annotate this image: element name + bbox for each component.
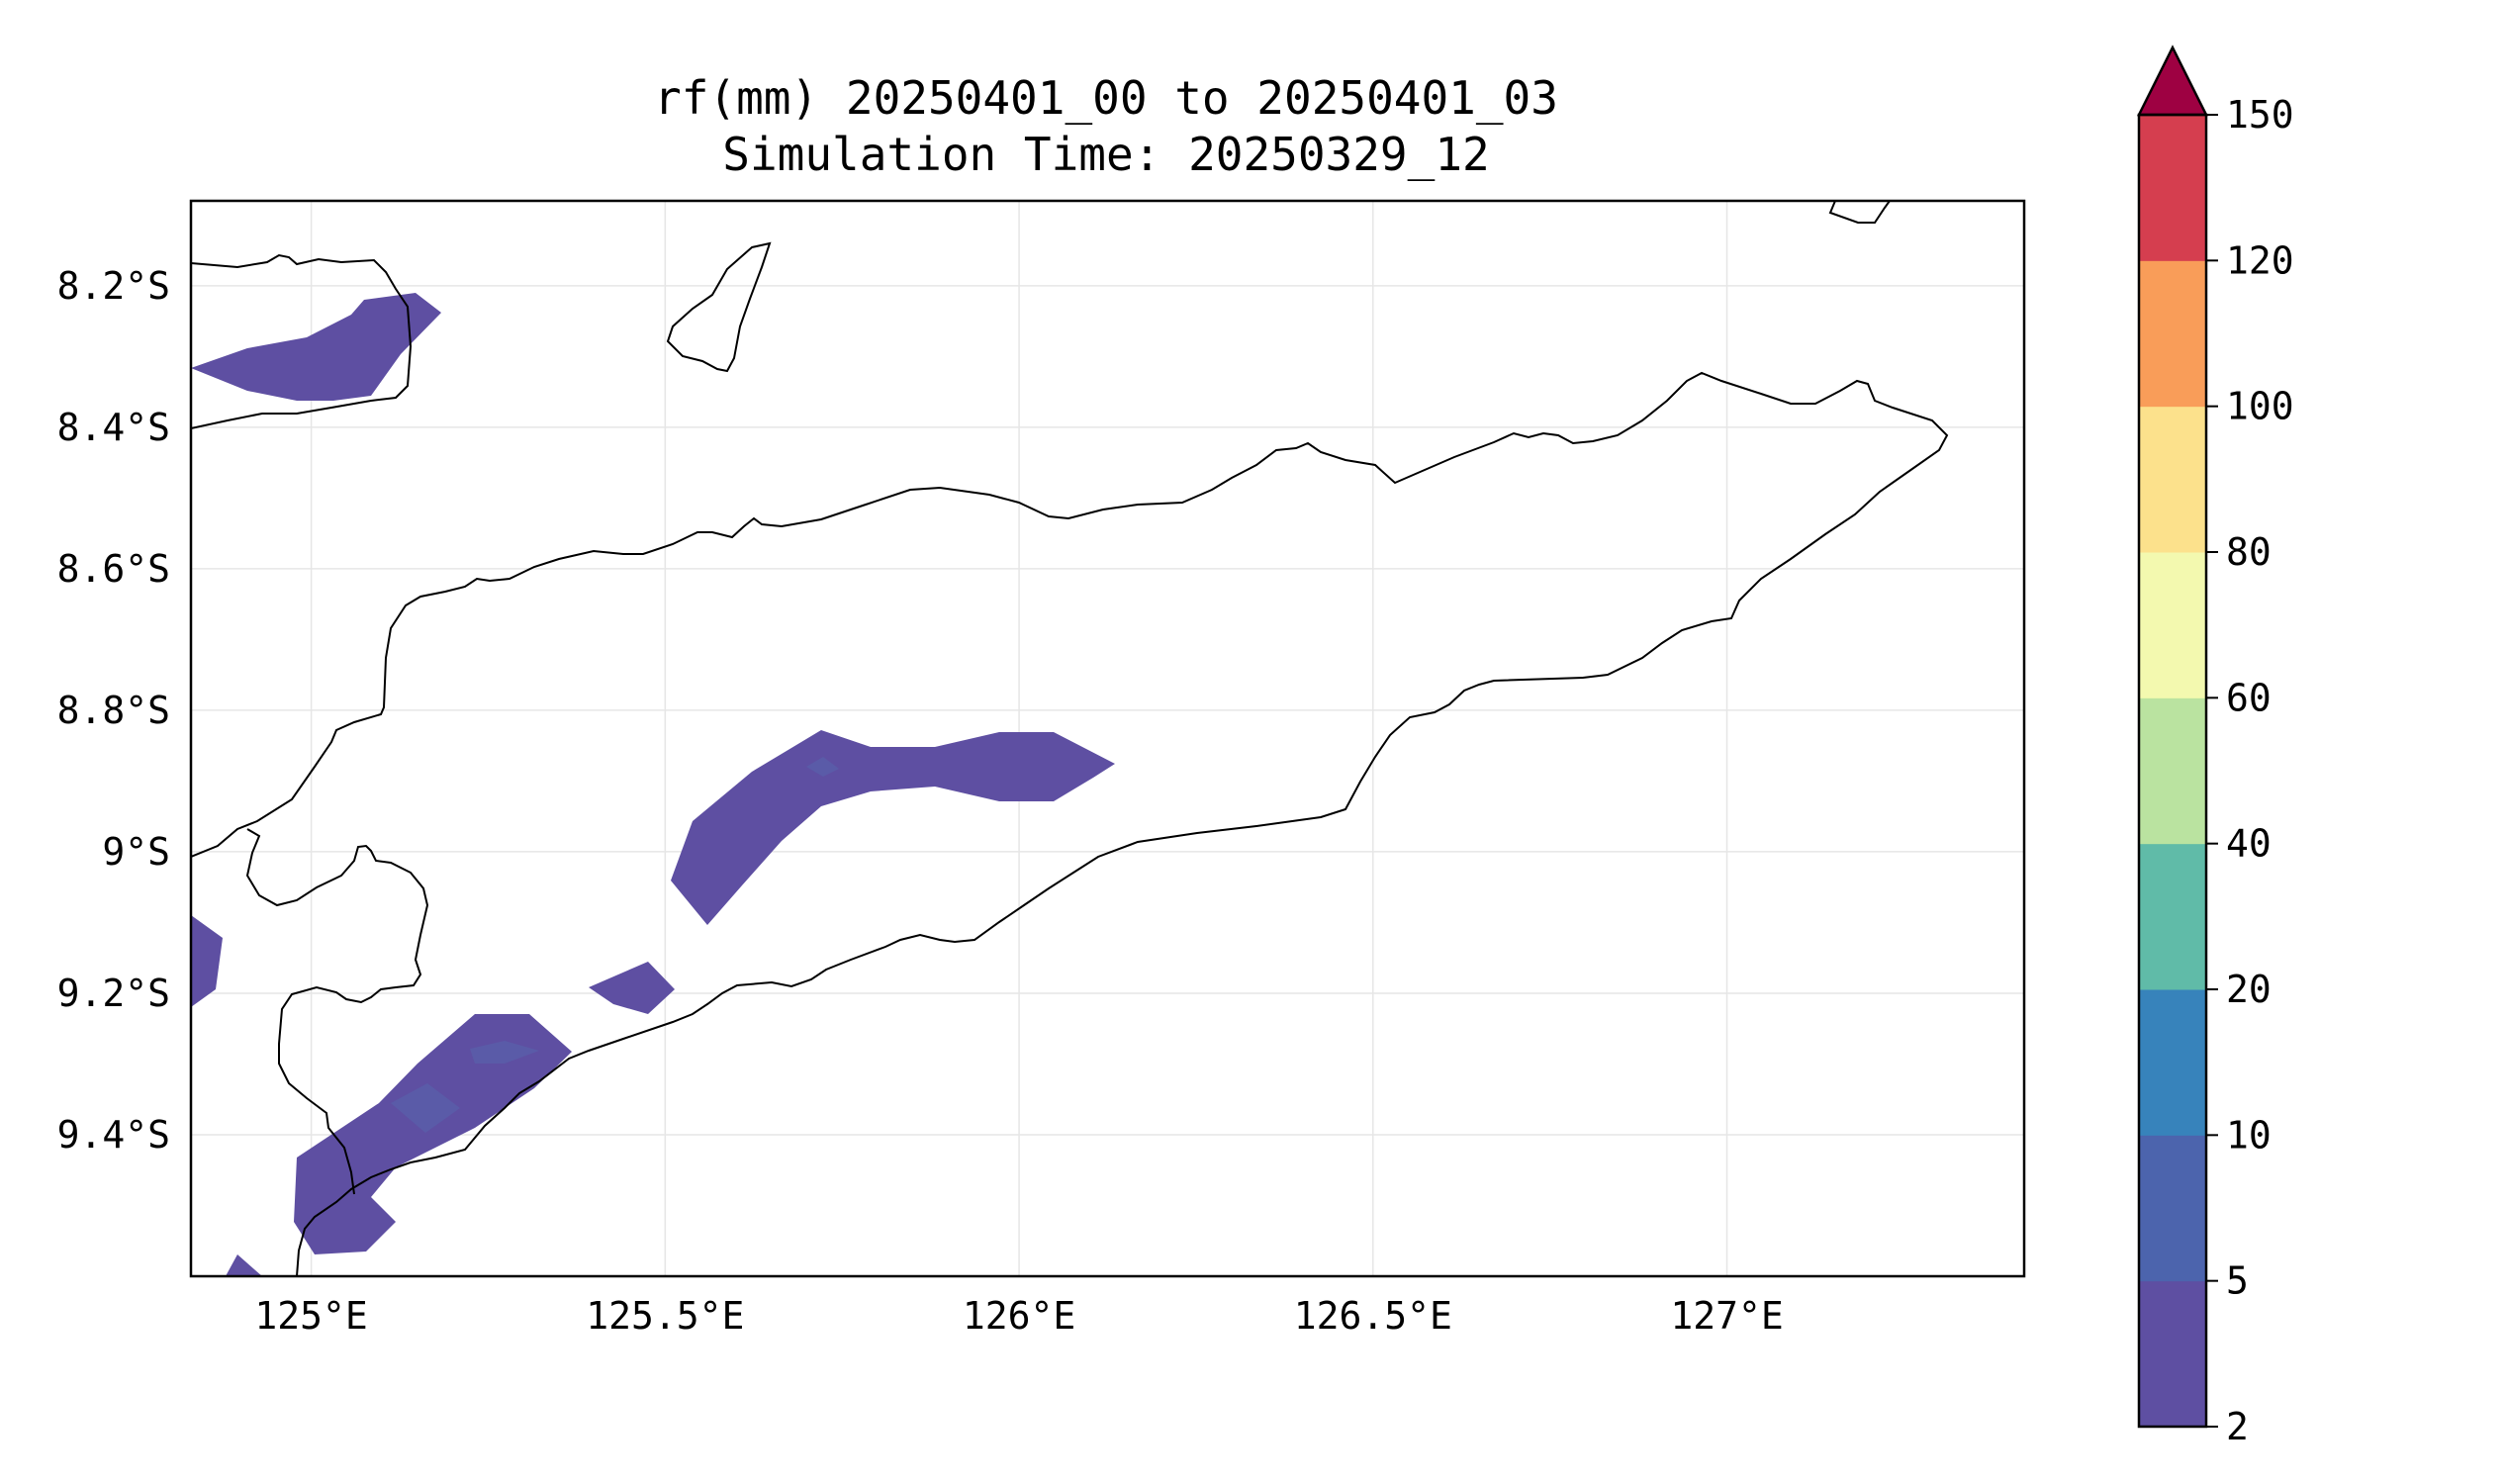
coastline-layer — [191, 201, 1949, 1276]
colorbar-tick-label: 150 — [2226, 93, 2294, 137]
rain-area-southwest-tip — [226, 1254, 262, 1276]
x-tick-label: 125.5°E — [586, 1294, 744, 1338]
rain-area-spot-b — [470, 1041, 539, 1064]
coastline-alor-island — [191, 253, 413, 429]
rain-area-small-cell — [589, 962, 675, 1014]
colorbar-segment — [2139, 260, 2206, 408]
colorbar-tick-label: 20 — [2226, 968, 2272, 1011]
y-tick-label: 9.2°S — [57, 972, 170, 1015]
y-tick-labels: 8.2°S 8.4°S 8.6°S 8.8°S 9°S 9.2°S 9.4°S — [57, 264, 170, 1157]
y-tick-label: 8.6°S — [57, 547, 170, 591]
colorbar-frame — [2137, 113, 2208, 1429]
gridlines — [191, 201, 2024, 1276]
colorbar-segment — [2139, 843, 2206, 990]
colorbar-tick-label: 100 — [2226, 385, 2294, 428]
colorbar-segment — [2139, 406, 2206, 553]
colorbar-tick-label: 10 — [2226, 1113, 2272, 1157]
map-title-line1: rf(mm) 20250401_00 to 20250401_03 — [654, 71, 1558, 125]
colorbar: 2 5 10 20 40 60 80 100 120 150 — [2136, 45, 2294, 1448]
colorbar-segment — [2139, 1280, 2206, 1428]
y-tick-label: 9°S — [102, 830, 170, 874]
x-tick-label: 126°E — [963, 1294, 1075, 1338]
coastline-land-border — [245, 828, 429, 1195]
coastline-atauro-island — [666, 241, 772, 373]
map-title-line2: Simulation Time: 20250329_12 — [722, 128, 1489, 181]
y-tick-label: 9.4°S — [57, 1113, 170, 1157]
colorbar-segment — [2139, 989, 2206, 1136]
rain-area-north-strait — [191, 293, 441, 401]
y-tick-label: 8.8°S — [57, 689, 170, 732]
colorbar-tick-label: 5 — [2226, 1259, 2249, 1303]
colorbar-segment — [2139, 552, 2206, 698]
colorbar-segment — [2139, 1135, 2206, 1282]
x-tick-label: 127°E — [1670, 1294, 1783, 1338]
rain-area-central-band — [671, 730, 1115, 925]
colorbar-tick-label: 60 — [2226, 676, 2272, 719]
colorbar-segment — [2139, 697, 2206, 845]
rain-area-west-edge — [191, 915, 223, 1007]
colorbar-tick-label: 2 — [2226, 1405, 2249, 1448]
rain-area-south-coast — [294, 1014, 572, 1254]
map-panel: 125°E 125.5°E 126°E 126.5°E 127°E 8.2°S 8.4°S… — [57, 199, 2026, 1338]
rainfall-fill-layer — [191, 293, 1115, 1276]
rain-area-spot-c — [806, 757, 839, 777]
colorbar-segment — [2139, 115, 2206, 261]
rain-area-spot-a — [391, 1083, 460, 1133]
colorbar-tick-label: 120 — [2226, 238, 2294, 282]
coastline-ne-islet — [1828, 201, 1891, 224]
y-tick-label: 8.2°S — [57, 264, 170, 308]
x-tick-label: 125°E — [254, 1294, 367, 1338]
x-tick-labels: 125°E 125.5°E 126°E 126.5°E 127°E — [254, 1294, 1783, 1338]
coastline-timor-island — [191, 371, 1949, 1276]
x-tick-label: 126.5°E — [1294, 1294, 1452, 1338]
y-tick-label: 8.4°S — [57, 406, 170, 449]
map-frame — [189, 199, 2026, 1278]
colorbar-tick-label: 80 — [2226, 530, 2272, 574]
colorbar-tick-label: 40 — [2226, 822, 2272, 866]
